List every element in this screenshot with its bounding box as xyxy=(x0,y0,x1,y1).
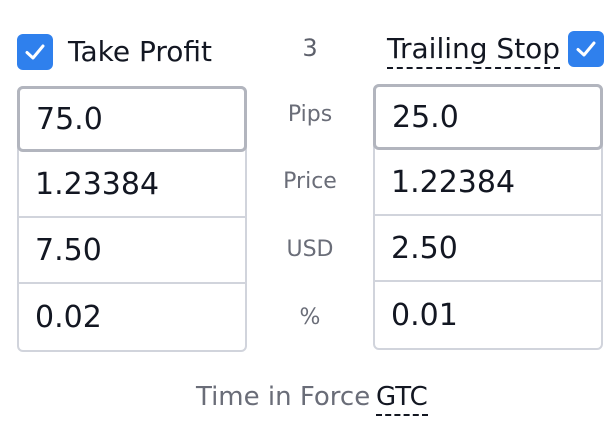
checkmark-icon xyxy=(25,44,45,60)
trailing-stop-usd-field[interactable] xyxy=(375,216,601,282)
trailing-stop-fields xyxy=(373,84,603,350)
unit-label-percent: % xyxy=(299,305,321,330)
take-profit-label[interactable]: Take Profit xyxy=(68,35,213,68)
take-profit-pips-input[interactable] xyxy=(36,101,244,137)
time-in-force-value[interactable]: GTC xyxy=(376,382,428,416)
trailing-stop-label[interactable]: Trailing Stop xyxy=(387,32,561,69)
take-profit-usd-input[interactable] xyxy=(35,232,245,268)
take-profit-usd-field[interactable] xyxy=(19,218,245,284)
trailing-stop-pips-input[interactable] xyxy=(392,99,600,135)
trailing-stop-usd-input[interactable] xyxy=(391,230,601,266)
time-in-force-dropdown[interactable]: GTC xyxy=(376,382,428,416)
unit-label-pips: Pips xyxy=(287,102,333,127)
center-number: 3 xyxy=(302,34,318,62)
checkmark-icon xyxy=(576,41,596,57)
trailing-stop-percent-field[interactable] xyxy=(375,282,601,348)
take-profit-price-field[interactable] xyxy=(19,152,245,218)
take-profit-fields xyxy=(17,86,247,352)
take-profit-percent-field[interactable] xyxy=(19,284,245,350)
trailing-stop-price-field[interactable] xyxy=(375,150,601,216)
unit-label-price: Price xyxy=(283,169,337,194)
trailing-stop-price-input[interactable] xyxy=(391,164,601,200)
trailing-stop-percent-input[interactable] xyxy=(391,297,601,333)
take-profit-pips-field[interactable] xyxy=(17,86,247,152)
take-profit-checkbox[interactable] xyxy=(17,34,53,70)
trailing-stop-pips-field[interactable] xyxy=(373,84,603,150)
time-in-force-label: Time in Force xyxy=(196,382,371,412)
trailing-stop-checkbox[interactable] xyxy=(568,31,604,67)
take-profit-price-input[interactable] xyxy=(35,166,245,202)
unit-label-usd: USD xyxy=(286,237,334,262)
take-profit-percent-input[interactable] xyxy=(35,299,245,335)
trailing-stop-label-text[interactable]: Trailing Stop xyxy=(387,32,561,69)
